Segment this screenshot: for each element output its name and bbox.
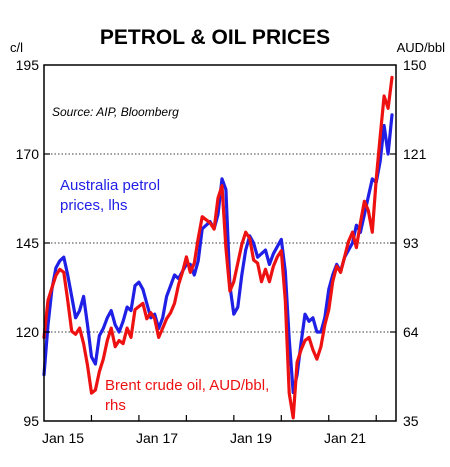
petrol-price-line (42, 113, 394, 395)
x-tick-label: Jan 19 (230, 430, 272, 446)
right-tick-label: 150 (403, 57, 427, 73)
brent-series-label-line: rhs (105, 397, 126, 414)
x-tick-label: Jan 17 (136, 430, 178, 446)
brent-crude-line (42, 75, 394, 420)
left-axis-ticks: 195 170 145 120 95 (16, 57, 40, 429)
x-axis-ticks: Jan 15 Jan 17 Jan 19 Jan 21 (42, 430, 366, 446)
left-tick-label: 170 (16, 146, 40, 162)
right-tick-label: 93 (403, 235, 419, 251)
right-tick-label: 64 (403, 324, 419, 340)
x-tick-label: Jan 15 (42, 430, 84, 446)
left-unit-label: c/l (10, 40, 23, 55)
right-tick-label: 35 (403, 413, 419, 429)
right-unit-label: AUD/bbl (397, 40, 446, 55)
left-tick-label: 195 (16, 57, 40, 73)
x-tick-label: Jan 21 (324, 430, 366, 446)
left-tick-label: 120 (16, 324, 40, 340)
gridlines (44, 153, 396, 333)
left-tick-label: 145 (16, 235, 40, 251)
brent-series-label-line: Brent crude oil, AUD/bbl, (105, 377, 269, 394)
tick-marks (44, 153, 396, 421)
series-lines (42, 75, 394, 420)
source-note: Source: AIP, Bloomberg (52, 105, 179, 119)
petrol-series-label: Australia petrol prices, lhs (60, 177, 164, 214)
chart-title: PETROL & OIL PRICES (100, 26, 330, 49)
brent-series-label: Brent crude oil, AUD/bbl, rhs (105, 377, 273, 414)
petrol-series-label-line: Australia petrol (60, 177, 160, 194)
petrol-series-label-line: prices, lhs (60, 197, 128, 214)
right-tick-label: 121 (403, 146, 427, 162)
right-axis-ticks: 150 121 93 64 35 (403, 57, 427, 429)
left-tick-label: 95 (23, 413, 39, 429)
